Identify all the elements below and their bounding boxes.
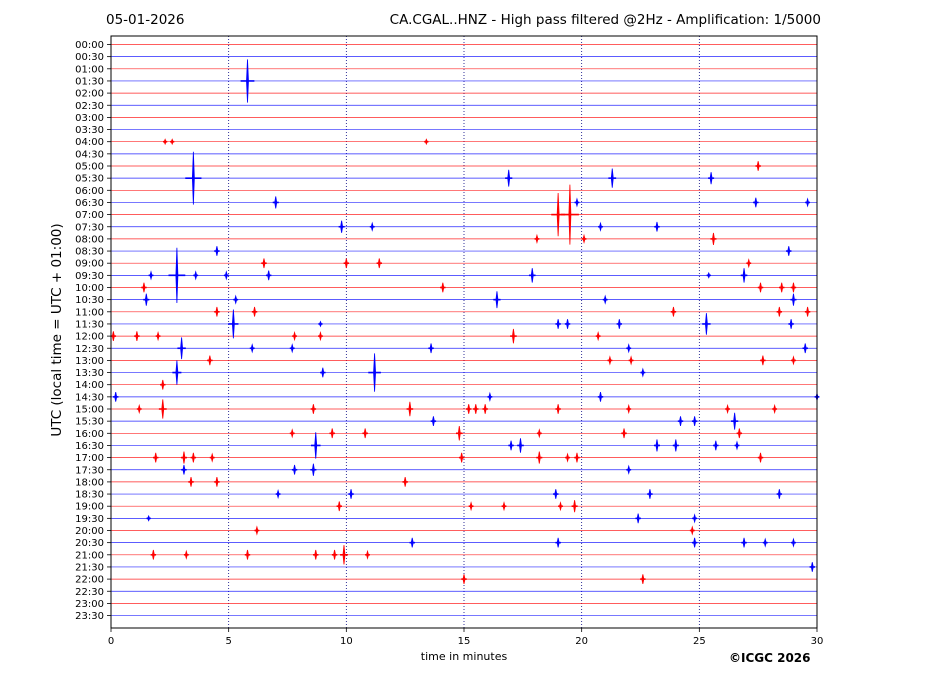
y-tick-label: 08:00 <box>75 234 104 245</box>
x-axis-label: time in minutes <box>420 650 508 663</box>
y-tick-label: 09:00 <box>75 259 104 270</box>
y-tick-label: 05:30 <box>75 174 104 185</box>
chart-title: CA.CGAL..HNZ - High pass filtered @2Hz -… <box>389 12 821 28</box>
y-tick-label: 04:00 <box>75 137 104 148</box>
y-tick-label: 09:30 <box>75 271 104 282</box>
y-tick-label: 20:30 <box>75 538 104 549</box>
y-tick-label: 21:30 <box>75 562 104 573</box>
copyright-label: ©ICGC 2026 <box>729 651 811 665</box>
y-tick-label: 19:30 <box>75 514 104 525</box>
y-tick-label: 03:00 <box>75 113 104 124</box>
y-tick-label: 15:00 <box>75 405 104 416</box>
y-tick-label: 10:00 <box>75 283 104 294</box>
y-tick-label: 17:00 <box>75 453 104 464</box>
y-tick-label: 06:00 <box>75 186 104 197</box>
x-tick-label: 20 <box>575 636 588 647</box>
y-tick-label: 00:30 <box>75 52 104 63</box>
y-tick-label: 11:30 <box>75 319 104 330</box>
y-tick-label: 13:00 <box>75 356 104 367</box>
y-tick-label: 01:30 <box>75 76 104 87</box>
y-tick-label: 13:30 <box>75 368 104 379</box>
plot-frame <box>110 35 818 629</box>
y-tick-label: 04:30 <box>75 149 104 160</box>
y-tick-label: 03:30 <box>75 125 104 136</box>
y-tick-label: 12:00 <box>75 332 104 343</box>
y-tick-label: 22:30 <box>75 587 104 598</box>
y-tick-label: 12:30 <box>75 344 104 355</box>
y-tick-label: 17:30 <box>75 465 104 476</box>
x-tick-label: 25 <box>693 636 706 647</box>
y-tick-label: 07:00 <box>75 210 104 221</box>
y-tick-label: 10:30 <box>75 295 104 306</box>
y-tick-label: 18:30 <box>75 490 104 501</box>
x-tick-label: 15 <box>458 636 471 647</box>
y-tick-label: 01:00 <box>75 64 104 75</box>
y-tick-label: 15:30 <box>75 417 104 428</box>
y-tick-label: 16:30 <box>75 441 104 452</box>
x-tick-label: 5 <box>225 636 231 647</box>
date-label: 05-01-2026 <box>106 12 185 28</box>
y-tick-label: 20:00 <box>75 526 104 537</box>
x-tick-label: 10 <box>340 636 353 647</box>
x-tick-label: 0 <box>108 636 114 647</box>
y-tick-label: 14:30 <box>75 392 104 403</box>
y-tick-label: 18:00 <box>75 477 104 488</box>
y-tick-label: 11:00 <box>75 307 104 318</box>
y-tick-label: 06:30 <box>75 198 104 209</box>
y-tick-label: 14:00 <box>75 380 104 391</box>
y-tick-label: 19:00 <box>75 502 104 513</box>
y-tick-label: 08:30 <box>75 247 104 258</box>
y-tick-label: 21:00 <box>75 550 104 561</box>
y-tick-label: 00:00 <box>75 40 104 51</box>
y-tick-label: 16:00 <box>75 429 104 440</box>
y-tick-label: 23:30 <box>75 611 104 622</box>
x-tick-label: 30 <box>811 636 824 647</box>
y-tick-label: 22:00 <box>75 575 104 586</box>
y-tick-label: 05:00 <box>75 162 104 173</box>
y-tick-label: 02:30 <box>75 101 104 112</box>
y-tick-label: 07:30 <box>75 222 104 233</box>
y-tick-label: 23:00 <box>75 599 104 610</box>
y-tick-label: 02:00 <box>75 89 104 100</box>
